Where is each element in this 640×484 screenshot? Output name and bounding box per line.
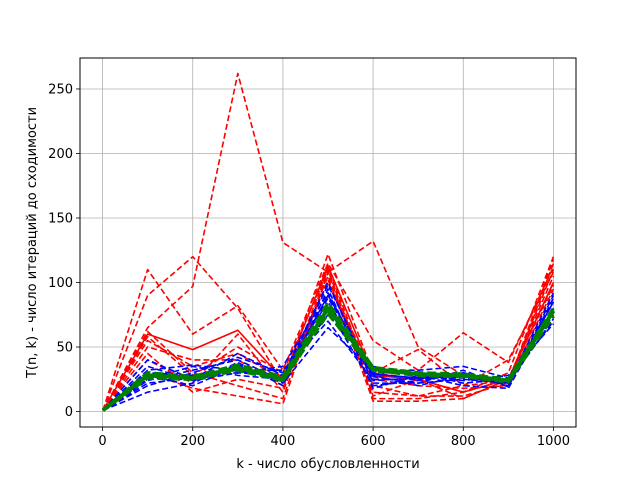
x-tick-label: 1000: [537, 434, 570, 449]
y-tick-label: 50: [56, 341, 73, 356]
series-line-red-2: [102, 253, 555, 411]
series-line-green-25: [101, 306, 556, 412]
series-line-red-10: [102, 264, 555, 411]
series-line-red-9: [102, 256, 555, 411]
y-tick-label: 250: [48, 82, 73, 97]
series-line-blue-11: [102, 281, 555, 411]
series-line-blue-16: [102, 310, 555, 411]
y-tick-label: 200: [48, 147, 73, 162]
y-tick-label: 100: [48, 276, 73, 291]
x-tick-label: 600: [361, 434, 386, 449]
x-tick-label: 0: [98, 434, 106, 449]
series-line-blue-14: [102, 297, 555, 411]
series-line-blue-12: [102, 288, 555, 411]
y-tick-label: 0: [65, 405, 73, 420]
x-tick-label: 200: [180, 434, 205, 449]
x-axis-label: k - число обусловленности: [236, 457, 419, 472]
x-tick-label: 400: [270, 434, 295, 449]
series-group: [101, 72, 556, 412]
plot-frame: [79, 57, 577, 428]
series-line-blue-17: [102, 318, 555, 411]
y-tick-label: 150: [48, 211, 73, 226]
y-axis-label: T(n, k) - число итераций до сходимости: [25, 107, 40, 379]
series-line-blue-13: [102, 292, 555, 411]
grid: [80, 58, 576, 427]
x-tick-label: 800: [451, 434, 476, 449]
series-line-red-7: [102, 268, 555, 411]
series-line-red-1: [102, 262, 555, 411]
ticks: 0 200 400 600 800 1000 0 50 100 150 200 250: [48, 82, 570, 449]
